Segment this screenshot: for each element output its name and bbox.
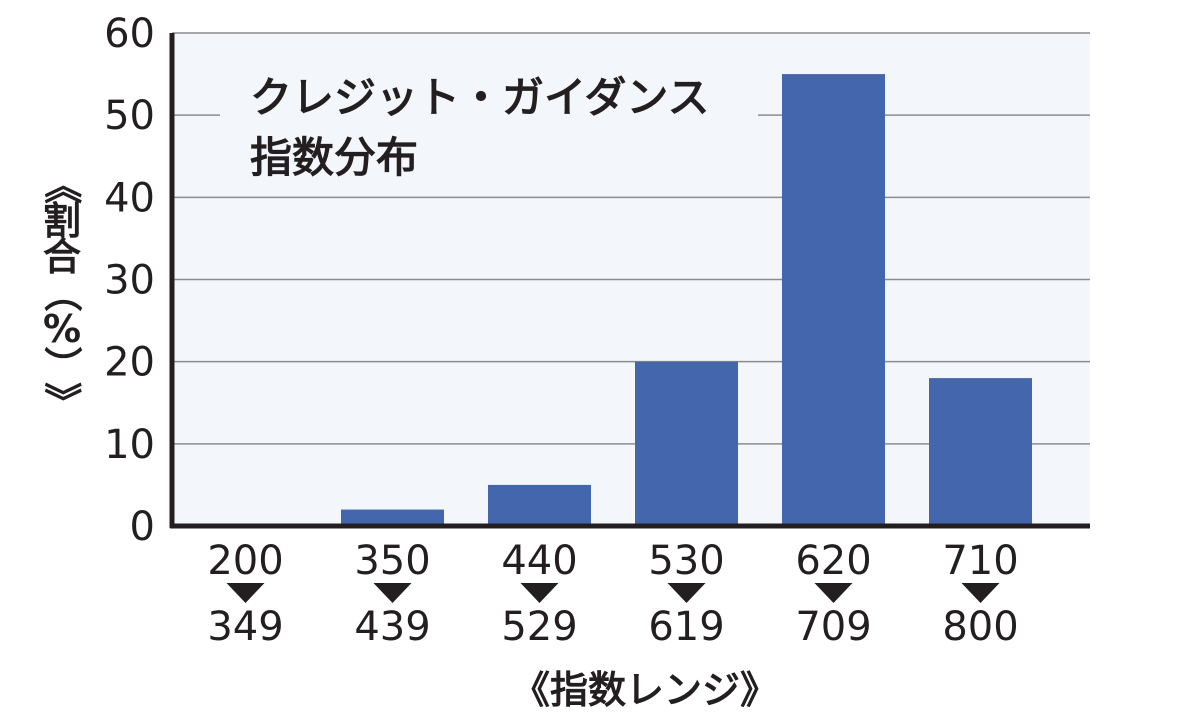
x-category-label-end-3: 619 <box>648 604 724 650</box>
chart-title-line-1: クレジット・ガイダンス <box>250 73 709 122</box>
x-category-label-end-1: 439 <box>354 604 430 650</box>
x-category-labels: 200 349 350 439 440 529 530 619 620 709 710 800 <box>207 538 1018 650</box>
y-tick-labels: 0 10 20 30 40 50 60 <box>104 11 155 550</box>
x-category-label-end-4: 709 <box>795 604 871 650</box>
y-axis-title-char-group: （ <box>40 274 84 312</box>
y-axis-title: 《割合（%）》 <box>40 166 84 420</box>
title-background <box>220 60 758 190</box>
y-axis-title-char-group: ） <box>40 346 84 384</box>
y-axis-title-char-group: 割 <box>43 199 81 243</box>
chart-title-line-2: 指数分布 <box>250 133 418 182</box>
x-category-label-end-0: 349 <box>207 604 283 650</box>
gridlines <box>172 32 1090 445</box>
y-tick-label-10: 10 <box>104 422 155 468</box>
y-axis-title-char: 》 <box>40 382 84 420</box>
x-category-label-start-5: 710 <box>942 538 1018 584</box>
range-arrow-icon <box>667 583 706 603</box>
y-axis-title-char: 割 <box>43 199 81 243</box>
y-axis-title-char: 《 <box>40 166 84 204</box>
bar-710-800 <box>929 378 1032 526</box>
y-tick-label-0: 0 <box>130 504 155 550</box>
x-axis-title: 《指数レンジ》 <box>512 668 778 712</box>
x-category-label-start-2: 440 <box>501 538 577 584</box>
y-axis-title-char: % <box>43 307 81 351</box>
bar-440-529 <box>488 484 591 526</box>
y-tick-label-60: 60 <box>104 11 155 57</box>
bars <box>341 74 1032 526</box>
y-tick-label-30: 30 <box>104 258 155 304</box>
x-category-label-start-4: 620 <box>795 538 871 584</box>
y-tick-label-40: 40 <box>104 175 155 221</box>
bar-530-619 <box>635 361 738 526</box>
axes <box>169 33 1090 529</box>
y-axis-title-char-group: 合 <box>43 235 81 279</box>
y-axis-title-char-group: 》 <box>40 382 84 420</box>
x-category-label-start-1: 350 <box>354 538 430 584</box>
y-axis-title-char: 合 <box>43 235 81 279</box>
range-arrow-icon <box>226 583 265 603</box>
y-tick-label-50: 50 <box>104 93 155 139</box>
x-category-label-end-5: 800 <box>942 604 1018 650</box>
x-category-label-start-3: 530 <box>648 538 724 584</box>
bar-350-439 <box>341 509 444 526</box>
y-axis-title-char-group: % <box>43 307 81 351</box>
range-arrow-icon <box>814 583 853 603</box>
range-arrow-icon <box>961 583 1000 603</box>
y-axis-title-char: （ <box>40 274 84 312</box>
range-arrow-icon <box>373 583 412 603</box>
x-category-label-start-0: 200 <box>207 538 283 584</box>
chart-title-box: クレジット・ガイダンス 指数分布 <box>220 60 758 190</box>
y-axis-title-char-group: 《 <box>40 166 84 204</box>
range-arrow-icon <box>520 583 559 603</box>
y-tick-label-20: 20 <box>104 340 155 386</box>
y-axis-title-char: ） <box>40 346 84 384</box>
bar-620-709 <box>782 74 885 526</box>
x-category-label-end-2: 529 <box>501 604 577 650</box>
